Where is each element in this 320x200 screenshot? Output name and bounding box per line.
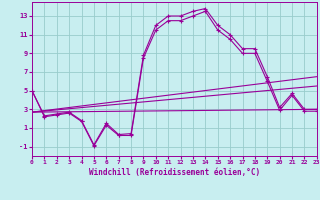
X-axis label: Windchill (Refroidissement éolien,°C): Windchill (Refroidissement éolien,°C) [89, 168, 260, 177]
